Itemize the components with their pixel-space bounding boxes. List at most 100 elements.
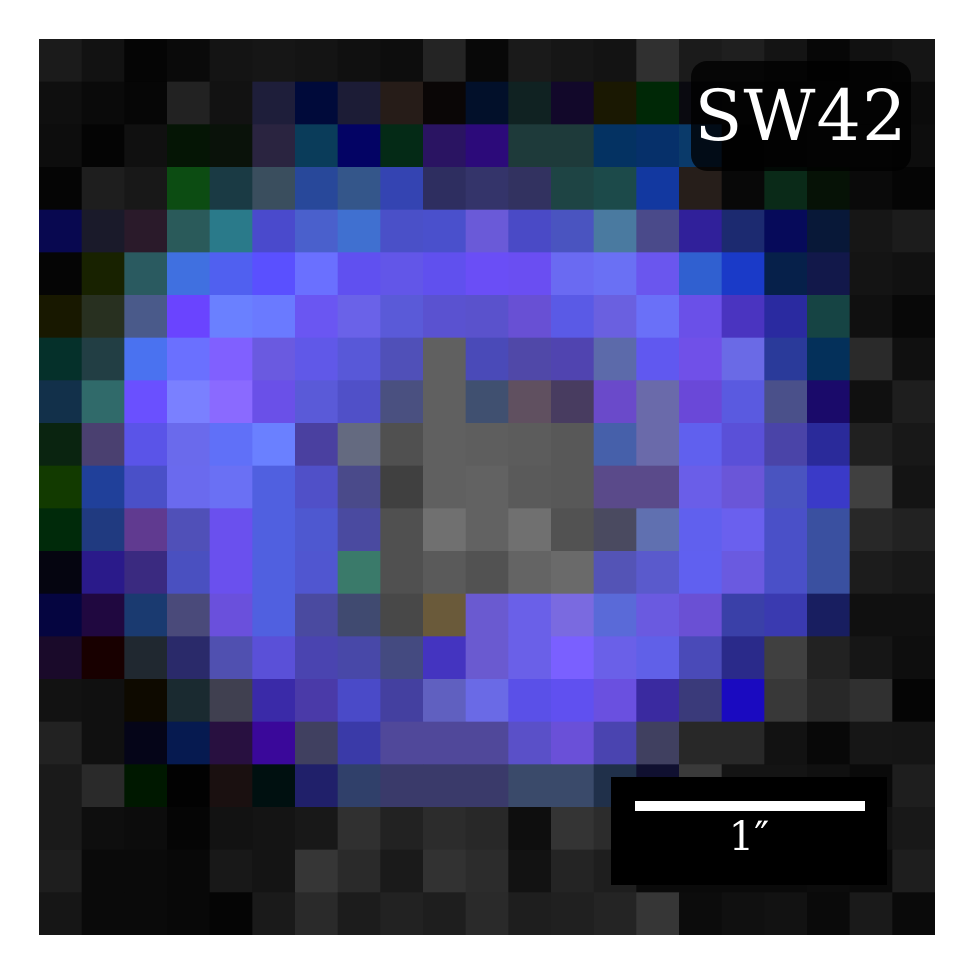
pixel-cell [892,551,935,594]
pixel-cell [722,295,765,338]
pixel-cell [167,295,210,338]
pixel-cell [466,380,509,423]
pixel-cell [594,82,637,125]
pixel-cell [466,167,509,210]
pixel-cell [679,466,722,509]
pixel-cell [679,252,722,295]
pixel-cell [167,210,210,253]
pixel-cell [764,210,807,253]
pixel-cell [722,466,765,509]
pixel-cell [508,124,551,167]
pixel-cell [124,850,167,893]
pixel-cell [508,508,551,551]
pixel-cell [124,508,167,551]
pixel-cell [551,124,594,167]
pixel-cell [380,338,423,381]
pixel-cell [295,82,338,125]
pixel-cell [252,764,295,807]
pixel-cell [210,594,253,637]
pixel-cell [679,594,722,637]
pixel-cell [594,210,637,253]
pixel-cell [764,892,807,935]
pixel-cell [380,722,423,765]
pixel-cell [210,850,253,893]
pixel-cell [722,508,765,551]
pixel-cell [82,850,125,893]
pixel-cell [850,295,893,338]
pixel-cell [636,380,679,423]
pixel-cell [508,679,551,722]
pixel-cell [338,594,381,637]
pixel-cell [722,679,765,722]
pixel-cell [380,892,423,935]
pixel-cell [722,636,765,679]
pixel-cell [295,679,338,722]
pixel-cell [338,380,381,423]
pixel-cell [423,124,466,167]
pixel-cell [594,39,637,82]
pixel-cell [807,722,850,765]
pixel-cell [210,124,253,167]
pixel-cell [380,39,423,82]
pixel-cell [82,551,125,594]
pixel-cell [807,508,850,551]
scalebar-line [635,801,865,811]
pixel-cell [466,210,509,253]
pixel-cell [850,508,893,551]
pixel-cell [551,210,594,253]
pixel-cell [380,551,423,594]
pixel-cell [508,252,551,295]
pixel-cell [167,551,210,594]
pixel-cell [295,210,338,253]
pixel-cell [39,210,82,253]
pixel-cell [295,636,338,679]
pixel-cell [807,210,850,253]
pixel-cell [124,210,167,253]
pixel-cell [338,722,381,765]
pixel-cell [636,466,679,509]
pixel-cell [295,850,338,893]
pixel-cell [892,850,935,893]
pixel-cell [764,508,807,551]
pixel-cell [423,764,466,807]
pixel-cell [252,551,295,594]
pixel-cell [252,338,295,381]
pixel-cell [124,466,167,509]
pixel-cell [807,551,850,594]
pixel-cell [892,807,935,850]
pixel-cell [551,295,594,338]
pixel-cell [551,167,594,210]
pixel-cell [210,295,253,338]
image-frame: SW42 1″ [39,39,935,935]
pixel-cell [594,508,637,551]
pixel-cell [551,466,594,509]
pixel-cell [295,764,338,807]
pixel-cell [252,807,295,850]
pixel-cell [82,764,125,807]
pixel-cell [850,551,893,594]
pixel-cell [380,167,423,210]
pixel-cell [892,295,935,338]
pixel-cell [850,210,893,253]
pixel-cell [850,167,893,210]
pixel-cell [252,594,295,637]
pixel-cell [679,295,722,338]
pixel-cell [338,679,381,722]
pixel-cell [252,508,295,551]
pixel-cell [508,892,551,935]
pixel-cell [551,807,594,850]
pixel-cell [636,679,679,722]
pixel-cell [39,764,82,807]
pixel-cell [892,380,935,423]
pixel-cell [551,722,594,765]
pixel-cell [252,82,295,125]
pixel-cell [380,764,423,807]
object-label: SW42 [695,81,908,151]
pixel-cell [252,722,295,765]
pixel-cell [722,338,765,381]
pixel-cell [338,508,381,551]
pixel-cell [210,252,253,295]
pixel-cell [210,338,253,381]
pixel-cell [124,679,167,722]
pixel-cell [124,764,167,807]
